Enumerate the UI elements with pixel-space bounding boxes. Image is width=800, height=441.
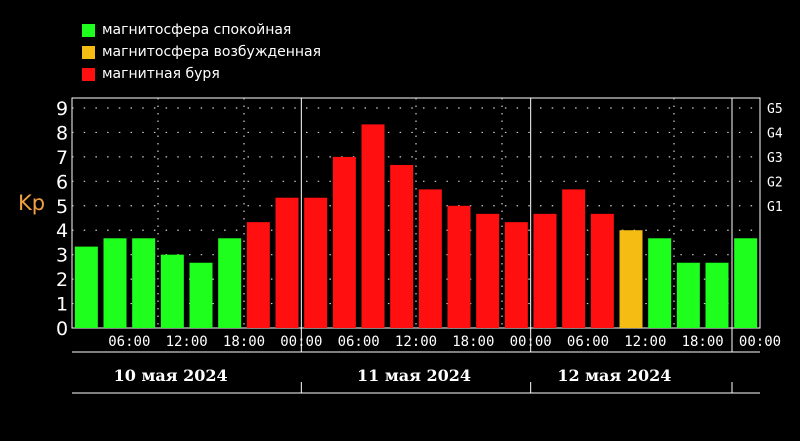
kp-bar	[705, 262, 729, 328]
y-tick-label: 4	[56, 220, 68, 242]
g-scale-label: G2	[767, 175, 783, 190]
kp-bar	[189, 262, 213, 328]
kp-bar	[504, 222, 528, 328]
time-tick-label: 12:00	[624, 334, 666, 350]
kp-bar	[676, 262, 700, 328]
legend-swatch-disturbed	[82, 45, 95, 59]
kp-bar	[533, 213, 557, 328]
kp-bar	[246, 222, 270, 328]
legend-label-storm: магнитная буря	[102, 66, 220, 82]
legend-label-disturbed: магнитосфера возбужденная	[102, 44, 322, 60]
kp-bar	[619, 230, 643, 328]
legend: магнитосфера спокойная магнитосфера возб…	[82, 19, 321, 85]
kp-bar	[103, 238, 127, 328]
kp-bar	[418, 189, 442, 328]
kp-bar	[74, 246, 98, 328]
y-tick-label: 3	[56, 245, 68, 267]
time-tick-label: 12:00	[166, 334, 208, 350]
legend-swatch-quiet	[82, 23, 95, 37]
y-axis-label: Kp	[18, 191, 45, 215]
y-tick-label: 7	[56, 147, 68, 169]
kp-bar	[361, 124, 385, 328]
y-tick-label: 9	[56, 98, 68, 120]
kp-bar	[332, 156, 356, 328]
time-tick-label: 12:00	[395, 334, 437, 350]
y-tick-label: 0	[56, 318, 68, 340]
time-tick-label: 06:00	[108, 334, 150, 350]
time-tick-label: 06:00	[567, 334, 609, 350]
time-tick-label: 00:00	[280, 334, 322, 350]
kp-bar	[160, 254, 184, 328]
kp-bar	[590, 213, 614, 328]
legend-item-quiet: магнитосфера спокойная	[82, 19, 321, 41]
kp-bar	[648, 238, 672, 328]
time-tick-label: 00:00	[739, 334, 781, 350]
kp-bar	[218, 238, 242, 328]
day-label: 11 мая 2024	[357, 366, 471, 385]
y-tick-label: 2	[56, 269, 68, 291]
legend-swatch-storm	[82, 67, 95, 81]
time-tick-label: 18:00	[682, 334, 724, 350]
legend-item-storm: магнитная буря	[82, 63, 321, 85]
time-tick-label: 18:00	[452, 334, 494, 350]
time-tick-label: 00:00	[510, 334, 552, 350]
day-label: 10 мая 2024	[114, 366, 228, 385]
y-tick-label: 6	[56, 171, 68, 193]
kp-bar	[734, 238, 758, 328]
time-tick-label: 18:00	[223, 334, 265, 350]
g-scale-label: G1	[767, 200, 783, 215]
kp-bar	[275, 197, 299, 328]
kp-bar	[562, 189, 586, 328]
time-tick-label: 06:00	[338, 334, 380, 350]
legend-label-quiet: магнитосфера спокойная	[102, 22, 292, 38]
kp-bar	[447, 205, 471, 328]
legend-item-disturbed: магнитосфера возбужденная	[82, 41, 321, 63]
g-scale-label: G3	[767, 151, 783, 166]
kp-bar	[476, 213, 500, 328]
g-scale-label: G5	[767, 102, 783, 117]
y-tick-label: 1	[56, 294, 68, 316]
day-label: 12 мая 2024	[557, 366, 671, 385]
y-tick-label: 8	[56, 122, 68, 144]
kp-bar	[132, 238, 156, 328]
kp-bar	[304, 197, 328, 328]
g-scale-label: G4	[767, 126, 783, 141]
y-tick-label: 5	[56, 196, 68, 218]
kp-bar	[390, 164, 414, 328]
